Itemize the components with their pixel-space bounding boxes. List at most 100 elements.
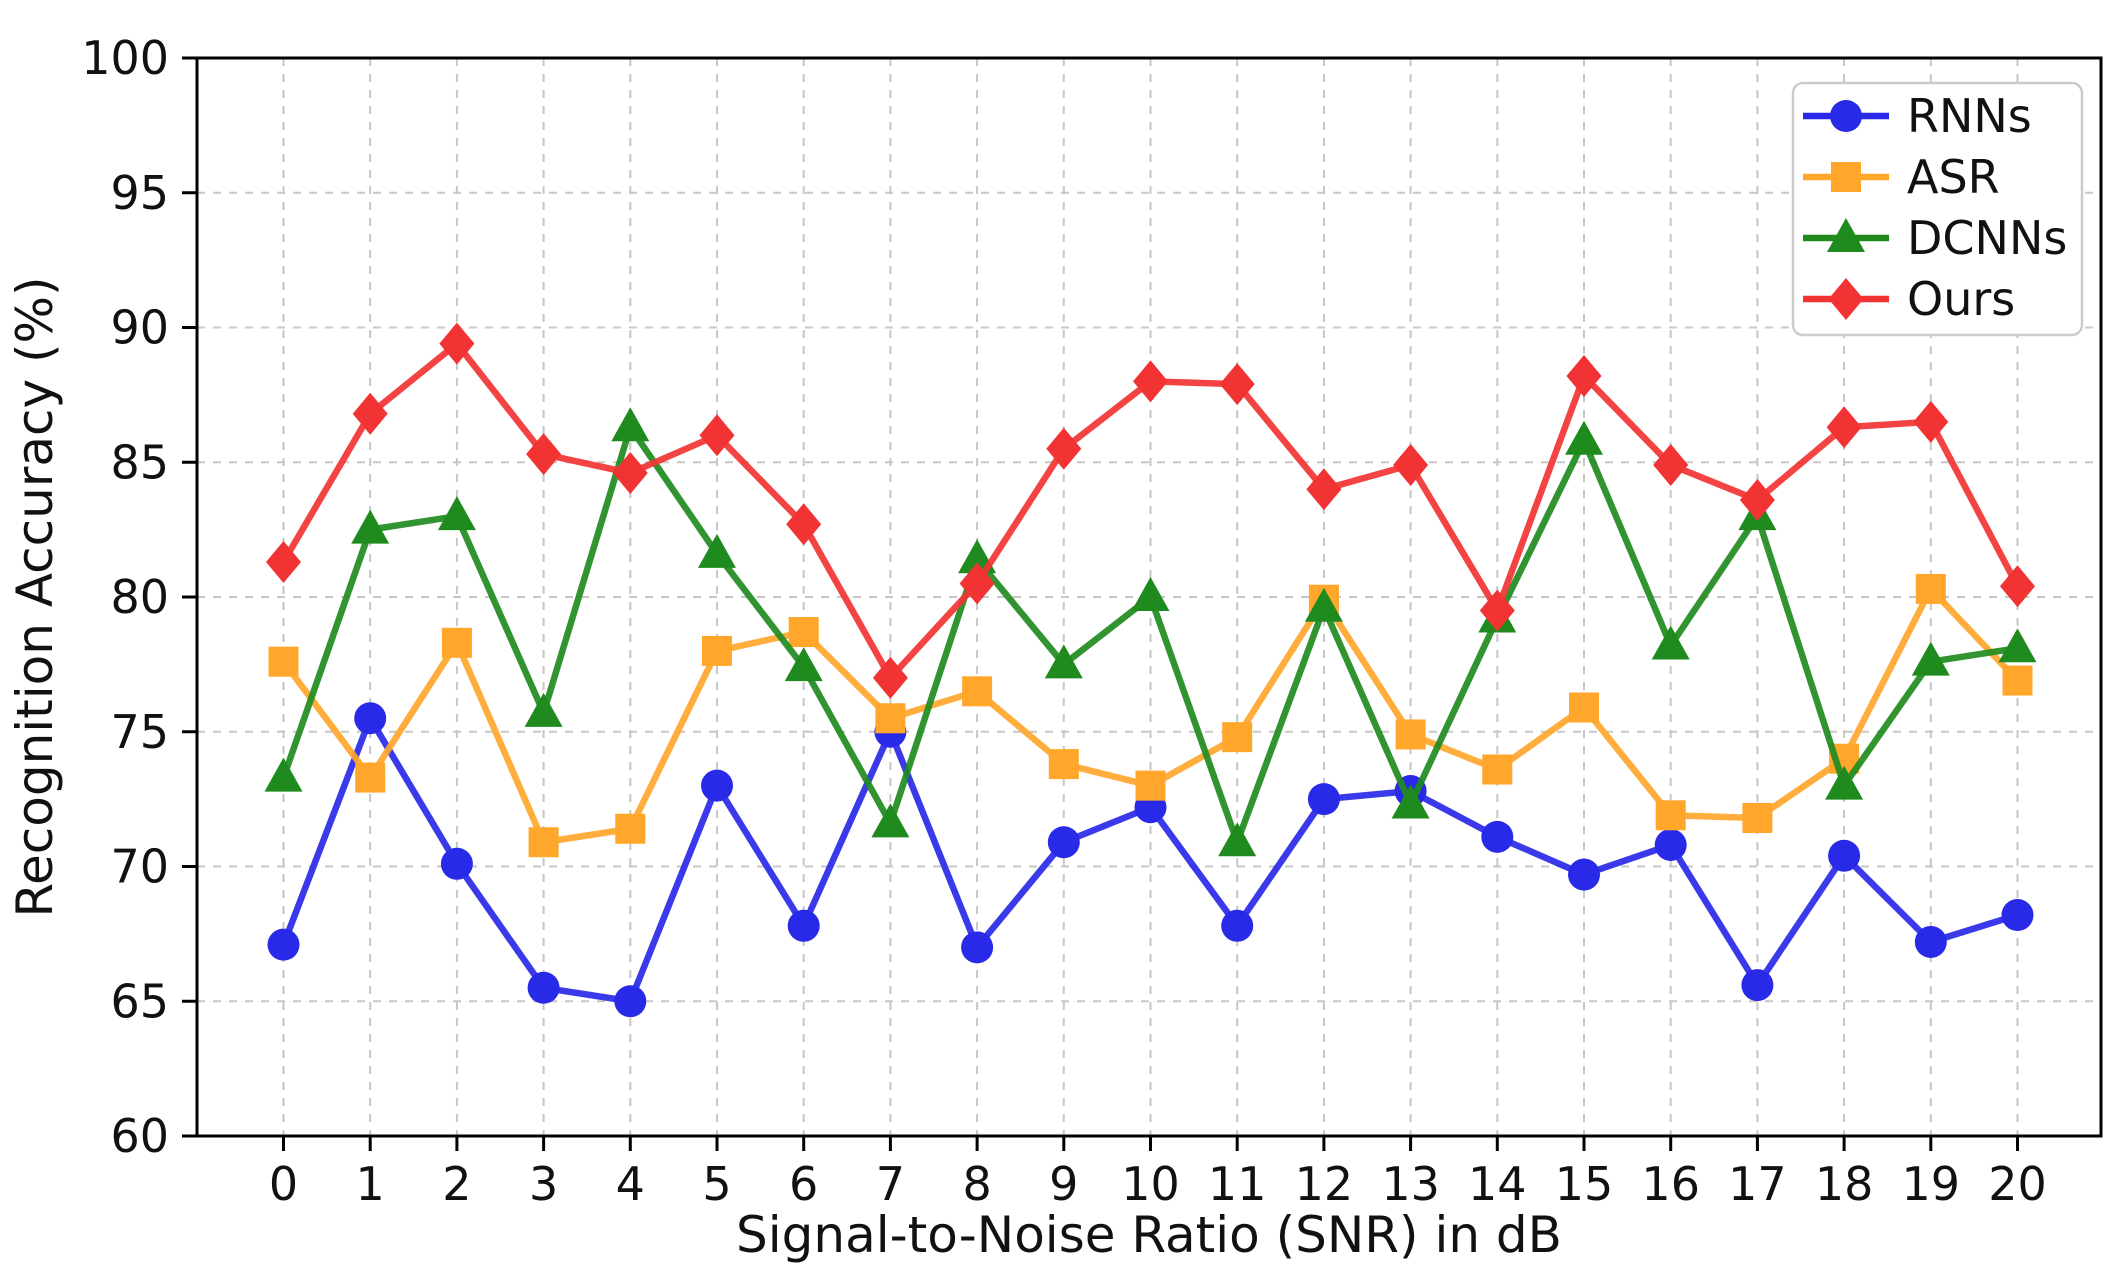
rnns-marker <box>1914 925 1947 958</box>
rnns-marker <box>1741 969 1774 1002</box>
rnns-marker <box>614 985 647 1018</box>
ours-marker <box>1826 406 1862 449</box>
dcnns-marker <box>611 407 650 442</box>
x-tick-label: 3 <box>529 1157 558 1211</box>
y-tick-label: 100 <box>81 31 169 85</box>
rnns-marker <box>440 847 473 880</box>
ours-marker <box>1133 360 1168 403</box>
rnns-marker <box>1307 783 1340 816</box>
dcnns-marker <box>698 533 736 568</box>
rnns-marker <box>354 702 387 735</box>
asr-marker <box>702 635 732 666</box>
y-tick-label: 60 <box>110 1109 169 1163</box>
asr-marker <box>441 627 472 658</box>
dcnns-marker <box>1998 628 2037 663</box>
x-tick-label: 0 <box>269 1157 298 1211</box>
ours-marker <box>1046 427 1082 470</box>
dcnns-marker <box>784 647 823 682</box>
dcnns-marker <box>1304 587 1343 622</box>
x-tick-label: 5 <box>702 1157 731 1211</box>
x-tick-label: 4 <box>616 1157 645 1211</box>
y-tick-label: 65 <box>110 974 169 1028</box>
asr-marker <box>1048 749 1079 780</box>
ours-marker <box>1393 443 1429 486</box>
rnns-marker <box>1481 820 1514 853</box>
ours-marker <box>2000 565 2035 608</box>
y-tick-label: 70 <box>110 840 169 894</box>
ours-marker <box>352 392 388 435</box>
x-tick-label: 15 <box>1555 1157 1614 1211</box>
legend-label-asr: ASR <box>1907 150 2000 204</box>
y-tick-label: 90 <box>110 301 169 355</box>
ours-marker <box>266 540 301 583</box>
rnns-marker <box>2001 899 2034 932</box>
ours-marker <box>612 452 648 495</box>
asr-marker <box>1569 692 1599 723</box>
axes-layer: 0 1 2 3 4 5 6 7 8 9 10 11 12 13 14 15 16 17 18 19 2060657075… <box>81 31 2103 1211</box>
ours-marker <box>959 562 995 605</box>
dcnns-marker <box>524 692 563 727</box>
ours-marker <box>1739 478 1775 521</box>
x-tick-label: 7 <box>876 1157 905 1211</box>
x-tick-label: 17 <box>1728 1157 1787 1211</box>
rnns-marker <box>701 769 733 802</box>
legend-square-icon <box>1831 162 1861 192</box>
asr-marker <box>355 762 386 793</box>
dcnns-marker <box>1391 784 1430 819</box>
dcnns-marker <box>1131 577 1170 611</box>
legend-triangle-icon <box>1827 218 1865 252</box>
rnns-marker <box>1828 839 1861 872</box>
rnns-marker <box>1654 828 1687 861</box>
x-tick-label: 18 <box>1815 1157 1874 1211</box>
dcnns-marker <box>264 757 303 792</box>
dcnns-marker <box>1651 625 1690 660</box>
ours-marker <box>872 656 908 699</box>
asr-marker <box>1222 722 1253 753</box>
ours-marker <box>1219 363 1255 406</box>
x-tick-label: 16 <box>1641 1157 1700 1211</box>
dcnns-marker <box>1044 644 1083 679</box>
series-layer <box>264 322 2037 1018</box>
asr-marker <box>528 827 559 858</box>
asr-marker <box>1655 800 1686 831</box>
dcnns-marker <box>1218 822 1257 857</box>
rnns-marker <box>267 928 300 961</box>
legend-label-rnns: RNNs <box>1907 89 2032 143</box>
asr-marker <box>1742 802 1773 833</box>
rnns-marker <box>1568 858 1600 891</box>
y-tick-label: 85 <box>110 435 169 489</box>
dcnns-marker <box>871 803 910 838</box>
ours-marker <box>1566 355 1602 398</box>
ours-marker <box>1306 468 1342 511</box>
asr-marker <box>615 813 646 844</box>
x-tick-label: 11 <box>1208 1157 1267 1211</box>
asr-marker <box>2002 665 2033 696</box>
legend-box <box>1791 81 2084 337</box>
legend-label-ours: Ours <box>1907 272 2015 326</box>
ours-marker <box>786 503 822 546</box>
dcnns-marker <box>351 509 390 544</box>
ours-marker <box>526 433 562 476</box>
dcnns-marker <box>1911 641 1950 676</box>
ours-marker <box>1479 589 1515 632</box>
rnns-marker <box>787 909 820 942</box>
x-tick-label: 12 <box>1295 1157 1354 1211</box>
x-tick-label: 14 <box>1468 1157 1527 1211</box>
rnns-marker <box>1221 909 1254 942</box>
asr-marker <box>1135 770 1166 801</box>
x-tick-label: 19 <box>1902 1157 1961 1211</box>
ours-marker <box>699 414 735 457</box>
x-tick-label: 8 <box>962 1157 991 1211</box>
x-tick-label: 10 <box>1121 1157 1180 1211</box>
x-axis-label: Signal-to-Noise Ratio (SNR) in dB <box>736 1206 1562 1264</box>
ours-marker <box>1653 443 1689 486</box>
rnns-marker <box>1047 826 1080 859</box>
x-tick-label: 2 <box>442 1157 471 1211</box>
x-tick-label: 9 <box>1049 1157 1078 1211</box>
x-tick-label: 20 <box>1988 1157 2047 1211</box>
rnns-marker <box>527 971 560 1004</box>
y-tick-label: 75 <box>110 705 169 759</box>
legend: RNNs ASR DCNNs Ours <box>1791 81 2084 337</box>
